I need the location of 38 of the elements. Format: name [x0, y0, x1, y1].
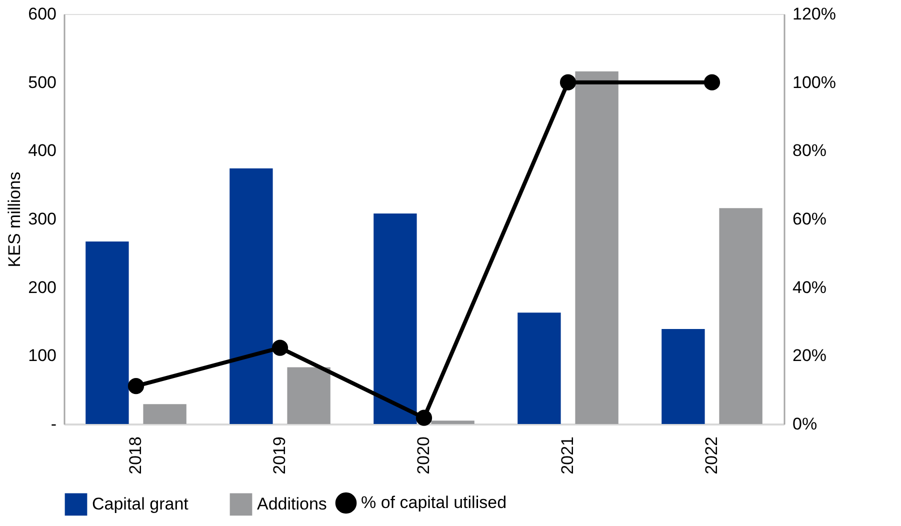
- y-tick-label: -: [50, 414, 56, 434]
- y-tick-label: 300: [28, 210, 56, 228]
- y2-tick-label: 0%: [792, 414, 818, 434]
- x-tick-label: 2020: [414, 436, 433, 474]
- bar: [374, 214, 417, 424]
- bar: [230, 168, 273, 424]
- legend-label: Capital grant: [92, 494, 189, 514]
- point: [128, 378, 144, 394]
- y-tick-label: 200: [28, 278, 56, 297]
- y-tick-label: 600: [28, 4, 56, 24]
- y-tick-label: 400: [28, 141, 56, 160]
- bar: [518, 312, 561, 424]
- y-axis-title: KES millions: [5, 172, 24, 268]
- y-tick-label: 500: [28, 72, 56, 92]
- y2-tick-label: 80%: [792, 141, 827, 160]
- bar: [719, 208, 762, 424]
- legend-label: Additions: [257, 494, 327, 514]
- bar: [662, 329, 705, 424]
- bar: [86, 242, 129, 424]
- y2-tick-label: 40%: [792, 278, 827, 297]
- bar: [143, 404, 186, 424]
- x-tick-label: 2018: [126, 436, 145, 474]
- point: [272, 340, 288, 356]
- point: [704, 74, 720, 90]
- x-tick-label: 2019: [270, 436, 289, 474]
- point: [560, 74, 576, 90]
- bar: [287, 367, 330, 424]
- x-tick-label: 2022: [702, 436, 721, 474]
- bar: [575, 71, 618, 424]
- y-tick-label: 100: [28, 346, 56, 366]
- x-tick-label: 2021: [558, 436, 577, 474]
- y2-tick-label: 100%: [792, 72, 836, 92]
- y2-tick-label: 120%: [792, 4, 836, 24]
- point: [416, 410, 432, 426]
- y2-tick-label: 20%: [792, 346, 827, 366]
- legend-label: % of capital utilised: [361, 493, 507, 512]
- bar: [431, 420, 474, 424]
- y2-tick-label: 60%: [792, 210, 827, 228]
